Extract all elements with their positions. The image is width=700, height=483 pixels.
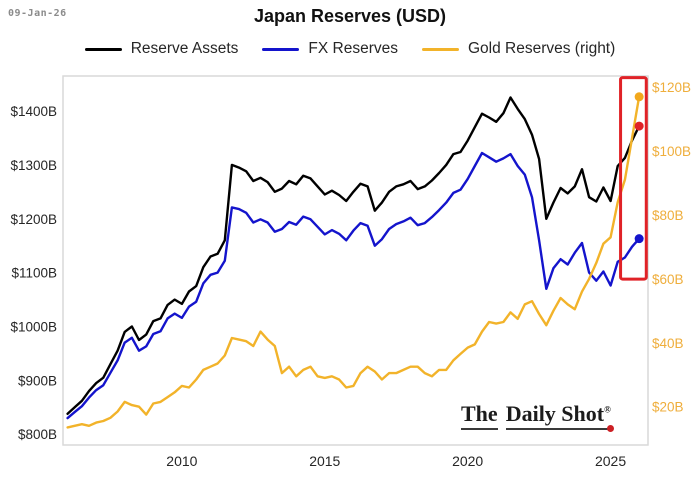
legend-item-reserve-assets: Reserve Assets — [84, 40, 239, 58]
series-line-reserve-assets — [66, 96, 641, 415]
watermark-red-dot — [606, 425, 614, 432]
left-axis-tick-label: $1400B — [10, 104, 57, 119]
plot-frame — [62, 75, 649, 446]
legend-label: Reserve Assets — [130, 40, 239, 57]
watermark-word: Daily Shot® — [505, 401, 614, 432]
end-marker-fx-reserves — [634, 234, 644, 244]
right-axis-tick-label: $40B — [652, 336, 684, 351]
fx-reserves-line-swatch — [262, 47, 300, 51]
right-axis-tick-label: $120B — [652, 80, 691, 95]
end-marker-reserve-assets — [634, 121, 644, 131]
legend: Reserve Assets FX Reserves Gold Reserves… — [0, 40, 700, 58]
timestamp: 09-Jan-26 — [8, 8, 67, 19]
legend-label: Gold Reserves (right) — [467, 40, 616, 57]
highlight-box — [619, 76, 648, 281]
legend-item-gold-reserves: Gold Reserves (right) — [421, 40, 616, 58]
chart-title: Japan Reserves (USD) — [253, 6, 447, 26]
series-line-gold-reserves-right — [66, 95, 641, 429]
watermark-word: The — [461, 401, 498, 430]
right-axis-tick-label: $100B — [652, 144, 691, 159]
legend-label: FX Reserves — [308, 40, 398, 57]
left-axis-tick-label: $1200B — [10, 212, 57, 227]
x-axis-tick-label: 2025 — [595, 453, 626, 469]
daily-shot-watermark: The Daily Shot® — [461, 401, 614, 432]
left-axis-tick-label: $1000B — [10, 319, 57, 334]
right-axis-tick-label: $80B — [652, 208, 684, 223]
x-axis-tick-label: 2015 — [309, 453, 340, 469]
legend-item-fx-reserves: FX Reserves — [262, 40, 398, 58]
series-line-fx-reserves — [66, 151, 641, 420]
reserve-assets-line-swatch — [84, 47, 122, 51]
x-axis-tick-label: 2010 — [166, 453, 197, 469]
x-axis-tick-label: 2020 — [452, 453, 483, 469]
gold-reserves-line-swatch — [421, 47, 459, 51]
registered-mark: ® — [604, 404, 611, 415]
left-axis-tick-label: $900B — [18, 373, 57, 388]
left-axis-tick-label: $800B — [18, 427, 57, 442]
left-axis-tick-label: $1300B — [10, 158, 57, 173]
left-axis-tick-label: $1100B — [11, 266, 57, 281]
right-axis-tick-label: $60B — [652, 272, 684, 287]
end-marker-gold-reserves-right — [634, 92, 644, 102]
right-axis-tick-label: $20B — [652, 400, 684, 415]
